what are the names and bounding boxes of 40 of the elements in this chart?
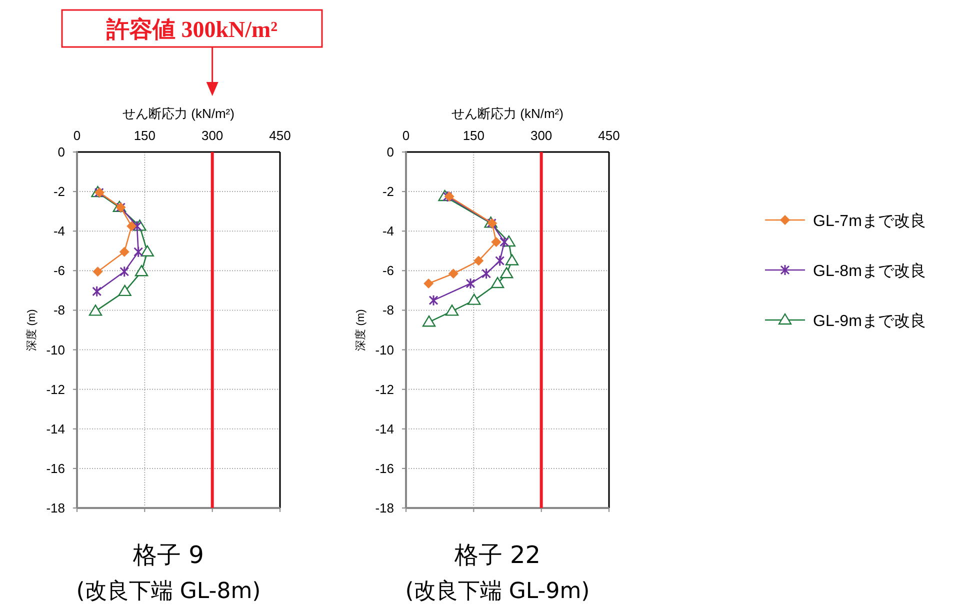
y-tick-label: -12 xyxy=(375,382,394,397)
y-tick-label: -8 xyxy=(53,302,65,318)
y-tick-label: -2 xyxy=(382,184,394,200)
text: (改良下端 GL-9m) xyxy=(405,579,590,604)
text: 格子 22 xyxy=(453,541,541,569)
y-tick-label: -12 xyxy=(46,382,65,397)
text: (改良下端 GL-8m) xyxy=(76,579,261,604)
y-tick-label: -4 xyxy=(53,224,65,239)
x-tick-label: 300 xyxy=(201,128,224,143)
y-tick-label: -10 xyxy=(46,342,65,358)
y-tick-label: -14 xyxy=(375,421,394,436)
y-axis-title: 深度 (m) xyxy=(354,309,367,351)
y-tick-label: -4 xyxy=(382,224,394,239)
legend-label: GL-8mまで改良 xyxy=(813,262,926,280)
y-tick-label: -18 xyxy=(375,500,394,516)
x-tick-label: 450 xyxy=(269,128,291,143)
x-tick-label: 150 xyxy=(134,128,156,143)
x-tick-label: 300 xyxy=(530,128,552,143)
ref-line-label: 許容値 300kN/m² xyxy=(105,16,278,42)
y-tick-label: -16 xyxy=(46,460,65,476)
x-tick-label: 450 xyxy=(598,128,620,143)
x-axis-title: せん断応力 (kN/m²) xyxy=(452,106,564,121)
y-tick-label: -10 xyxy=(375,342,394,358)
x-tick-label: 0 xyxy=(402,128,410,143)
text: 格子 9 xyxy=(132,541,204,569)
y-tick-label: -16 xyxy=(375,460,394,476)
y-tick-label: 0 xyxy=(58,144,65,160)
y-tick-label: 0 xyxy=(386,144,394,160)
y-tick-label: -6 xyxy=(382,263,394,278)
legend-label: GL-9mまで改良 xyxy=(813,312,926,330)
y-tick-label: -18 xyxy=(46,500,65,516)
x-tick-label: 150 xyxy=(462,128,485,143)
y-tick-label: -2 xyxy=(53,184,65,200)
y-tick-label: -8 xyxy=(382,302,394,318)
y-axis-title: 深度 (m) xyxy=(25,309,38,351)
legend-label: GL-7mまで改良 xyxy=(813,212,926,230)
x-tick-label: 0 xyxy=(73,128,81,143)
y-tick-label: -14 xyxy=(46,421,65,436)
x-axis-title: せん断応力 (kN/m²) xyxy=(122,106,234,121)
y-tick-label: -6 xyxy=(53,263,65,278)
